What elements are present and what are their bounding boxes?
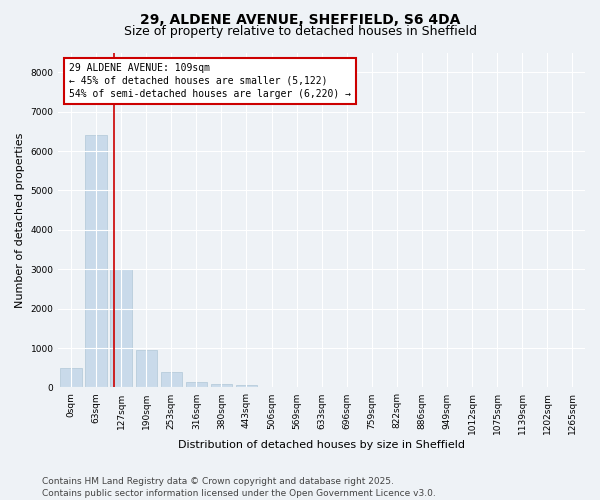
Bar	[85, 136, 107, 388]
Text: Contains HM Land Registry data © Crown copyright and database right 2025.
Contai: Contains HM Land Registry data © Crown c…	[42, 476, 436, 498]
Text: 29, ALDENE AVENUE, SHEFFIELD, S6 4DA: 29, ALDENE AVENUE, SHEFFIELD, S6 4DA	[140, 12, 460, 26]
Bar	[185, 382, 207, 388]
Bar	[60, 368, 82, 388]
Bar	[236, 386, 257, 388]
X-axis label: Distribution of detached houses by size in Sheffield: Distribution of detached houses by size …	[178, 440, 465, 450]
Bar	[161, 372, 182, 388]
Text: 29 ALDENE AVENUE: 109sqm
← 45% of detached houses are smaller (5,122)
54% of sem: 29 ALDENE AVENUE: 109sqm ← 45% of detach…	[69, 62, 351, 99]
Y-axis label: Number of detached properties: Number of detached properties	[15, 132, 25, 308]
Bar	[211, 384, 232, 388]
Text: Size of property relative to detached houses in Sheffield: Size of property relative to detached ho…	[124, 25, 476, 38]
Bar	[110, 269, 132, 388]
Bar	[136, 350, 157, 388]
